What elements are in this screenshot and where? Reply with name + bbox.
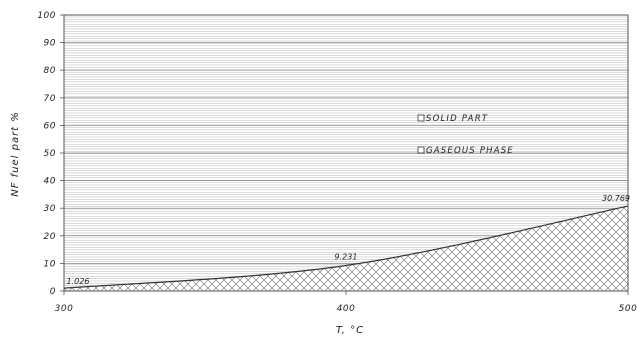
- data-labels: 1.026 9.231 30.769: [67, 194, 630, 286]
- solid-part-line: [63, 205, 629, 289]
- x-axis-title: T, °C: [336, 325, 364, 336]
- gaseous-phase-hatch: [64, 16, 628, 291]
- plot-area: [63, 14, 629, 292]
- legend-swatch: [417, 146, 425, 154]
- y-tick-label: 70: [44, 94, 56, 104]
- y-tick-label: 50: [44, 149, 56, 159]
- legend-label: SOLID PART: [426, 114, 488, 124]
- y-axis-ticks: 0 10 20 30 40 50 60 70 80 90 100: [37, 11, 64, 297]
- legend-swatch: [417, 114, 425, 122]
- solid-part-area: [64, 206, 628, 291]
- x-tick-label: 400: [337, 304, 356, 314]
- x-tick-label: 500: [619, 304, 637, 314]
- data-label: 1.026: [67, 277, 90, 286]
- y-axis-title: NF fuel part %: [10, 111, 21, 197]
- y-tick-label: 10: [44, 259, 56, 269]
- data-label: 9.231: [335, 253, 358, 262]
- legend: SOLID PART GASEOUS PHASE: [417, 114, 514, 156]
- y-tick-label: 20: [44, 232, 56, 242]
- y-tick-label: 60: [44, 121, 56, 131]
- y-tick-label: 90: [44, 39, 56, 49]
- gridlines: [64, 42, 628, 264]
- data-label: 30.769: [602, 194, 630, 203]
- y-tick-label: 100: [37, 11, 56, 21]
- x-axis-ticks: 300 400 500: [55, 291, 637, 314]
- y-tick-label: 40: [44, 177, 56, 187]
- x-tick-label: 300: [55, 304, 74, 314]
- y-tick-label: 30: [44, 204, 56, 214]
- legend-label: GASEOUS PHASE: [426, 146, 514, 156]
- y-tick-label: 0: [50, 287, 56, 297]
- y-tick-label: 80: [44, 66, 56, 76]
